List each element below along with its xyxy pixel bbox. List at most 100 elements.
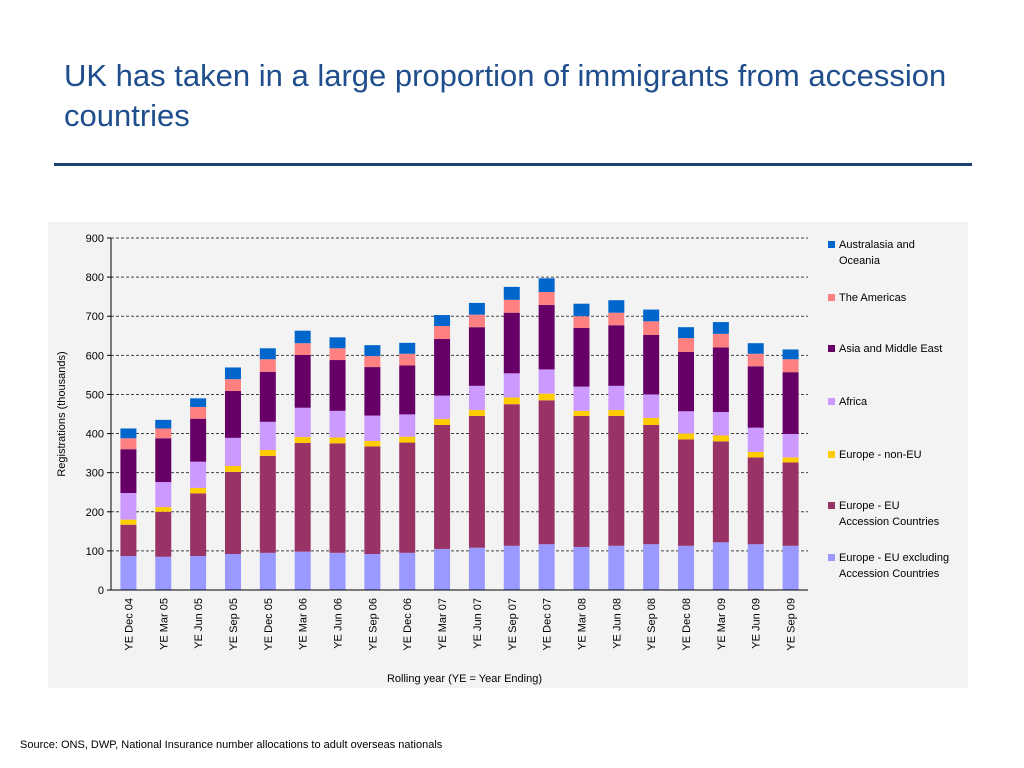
bar-segment: [190, 406, 207, 419]
bar-segment: [573, 415, 590, 547]
bar-segment: [538, 291, 555, 305]
x-tick-label: YE Sep 09: [786, 598, 798, 651]
bar-segment: [364, 415, 381, 441]
bar-segment: [190, 418, 207, 462]
y-tick-label: 600: [86, 350, 104, 362]
bar-segment: [782, 545, 799, 590]
bar-segment: [224, 437, 241, 467]
bar-segment: [747, 457, 764, 545]
bar-segment: [608, 545, 625, 590]
bar-segment: [224, 554, 241, 590]
bar-segment: [538, 400, 555, 545]
bar-segment: [608, 385, 625, 411]
bar-segment: [399, 442, 416, 553]
x-tick-label: YE Jun 07: [472, 598, 484, 649]
bar-segment: [155, 511, 172, 557]
x-tick-label: YE Sep 07: [507, 598, 519, 651]
bar-segment: [643, 309, 660, 322]
bar-segment: [120, 438, 137, 450]
bar-segment: [399, 365, 416, 415]
x-tick-label: YE Dec 05: [263, 598, 275, 651]
bar-segment: [120, 555, 137, 590]
bar-segment: [573, 410, 590, 416]
bar-segment: [712, 322, 729, 334]
legend-swatch: [828, 241, 835, 248]
y-axis-title: Registrations (thousands): [56, 351, 68, 476]
bar-segment: [224, 466, 241, 472]
source-note: Source: ONS, DWP, National Insurance num…: [20, 739, 443, 751]
bar-segment: [399, 552, 416, 590]
legend-label: Australasia and: [839, 239, 915, 251]
bar-segment: [678, 433, 695, 440]
bar-segment: [468, 385, 485, 411]
bar-segment: [294, 407, 311, 438]
y-tick-label: 900: [86, 233, 104, 245]
bar-segment: [608, 312, 625, 326]
bar-segment: [782, 372, 799, 434]
bar-segment: [399, 436, 416, 443]
bar-segment: [503, 286, 520, 300]
bar-segment: [155, 556, 172, 590]
x-tick-label: YE Sep 06: [367, 598, 379, 651]
bar-segment: [120, 493, 137, 520]
bar-segment: [259, 449, 276, 456]
bar-segment: [364, 356, 381, 368]
y-tick-label: 700: [86, 311, 104, 323]
bar-segment: [538, 393, 555, 401]
bar-segment: [643, 321, 660, 335]
x-tick-label: YE Sep 08: [646, 598, 658, 651]
bar-segment: [294, 343, 311, 355]
legend-label: Accession Countries: [839, 568, 940, 580]
bar-segment: [573, 546, 590, 590]
y-tick-label: 200: [86, 507, 104, 519]
bar-segment: [294, 437, 311, 443]
bar-segment: [155, 438, 172, 483]
bar-segment: [747, 544, 764, 590]
bar-segment: [678, 327, 695, 339]
x-tick-label: YE Mar 08: [576, 598, 588, 650]
bar-segment: [747, 353, 764, 367]
x-axis-title: Rolling year (YE = Year Ending): [387, 673, 542, 685]
bar-segment: [399, 342, 416, 354]
x-tick-label: YE Jun 09: [751, 598, 763, 649]
y-tick-label: 100: [86, 546, 104, 558]
bar-segment: [643, 424, 660, 545]
bar-segment: [120, 449, 137, 494]
bar-segment: [468, 547, 485, 590]
bar-segment: [643, 417, 660, 425]
bar-segment: [643, 334, 660, 395]
bar-segment: [329, 552, 346, 590]
x-tick-label: YE Mar 05: [158, 598, 170, 650]
x-tick-label: YE Mar 09: [716, 598, 728, 650]
bar-segment: [190, 487, 207, 494]
bar-segment: [782, 462, 799, 546]
bar-segment: [678, 439, 695, 546]
bar-segment: [294, 442, 311, 552]
bar-segment: [190, 461, 207, 488]
bar-segment: [712, 435, 729, 442]
bar-segment: [259, 359, 276, 372]
bar-segment: [434, 419, 451, 425]
bar-segment: [364, 554, 381, 590]
slide-title: UK has taken in a large proportion of im…: [64, 58, 947, 133]
legend-label: The Americas: [839, 292, 907, 304]
bar-segment: [329, 337, 346, 349]
bar-segment: [782, 349, 799, 360]
bar-segment: [364, 440, 381, 447]
bar-segment: [643, 544, 660, 590]
legend-label: Africa: [839, 396, 868, 408]
x-tick-label: YE Jun 05: [193, 598, 205, 649]
y-tick-label: 800: [86, 272, 104, 284]
bar-segment: [224, 379, 241, 391]
legend-label: Europe - non-EU: [839, 449, 922, 461]
bar-segment: [608, 325, 625, 386]
y-tick-label: 400: [86, 429, 104, 441]
bar-segment: [503, 545, 520, 590]
bar-segment: [608, 415, 625, 546]
bar-segment: [120, 519, 137, 525]
bar-segment: [573, 386, 590, 411]
legend-label: Europe - EU excluding: [839, 552, 949, 564]
bar-segment: [608, 300, 625, 313]
bar-segment: [678, 411, 695, 434]
y-tick-label: 0: [98, 585, 104, 597]
